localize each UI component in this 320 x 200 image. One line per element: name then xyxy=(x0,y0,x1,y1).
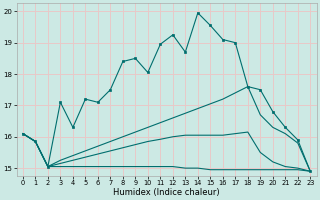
X-axis label: Humidex (Indice chaleur): Humidex (Indice chaleur) xyxy=(113,188,220,197)
